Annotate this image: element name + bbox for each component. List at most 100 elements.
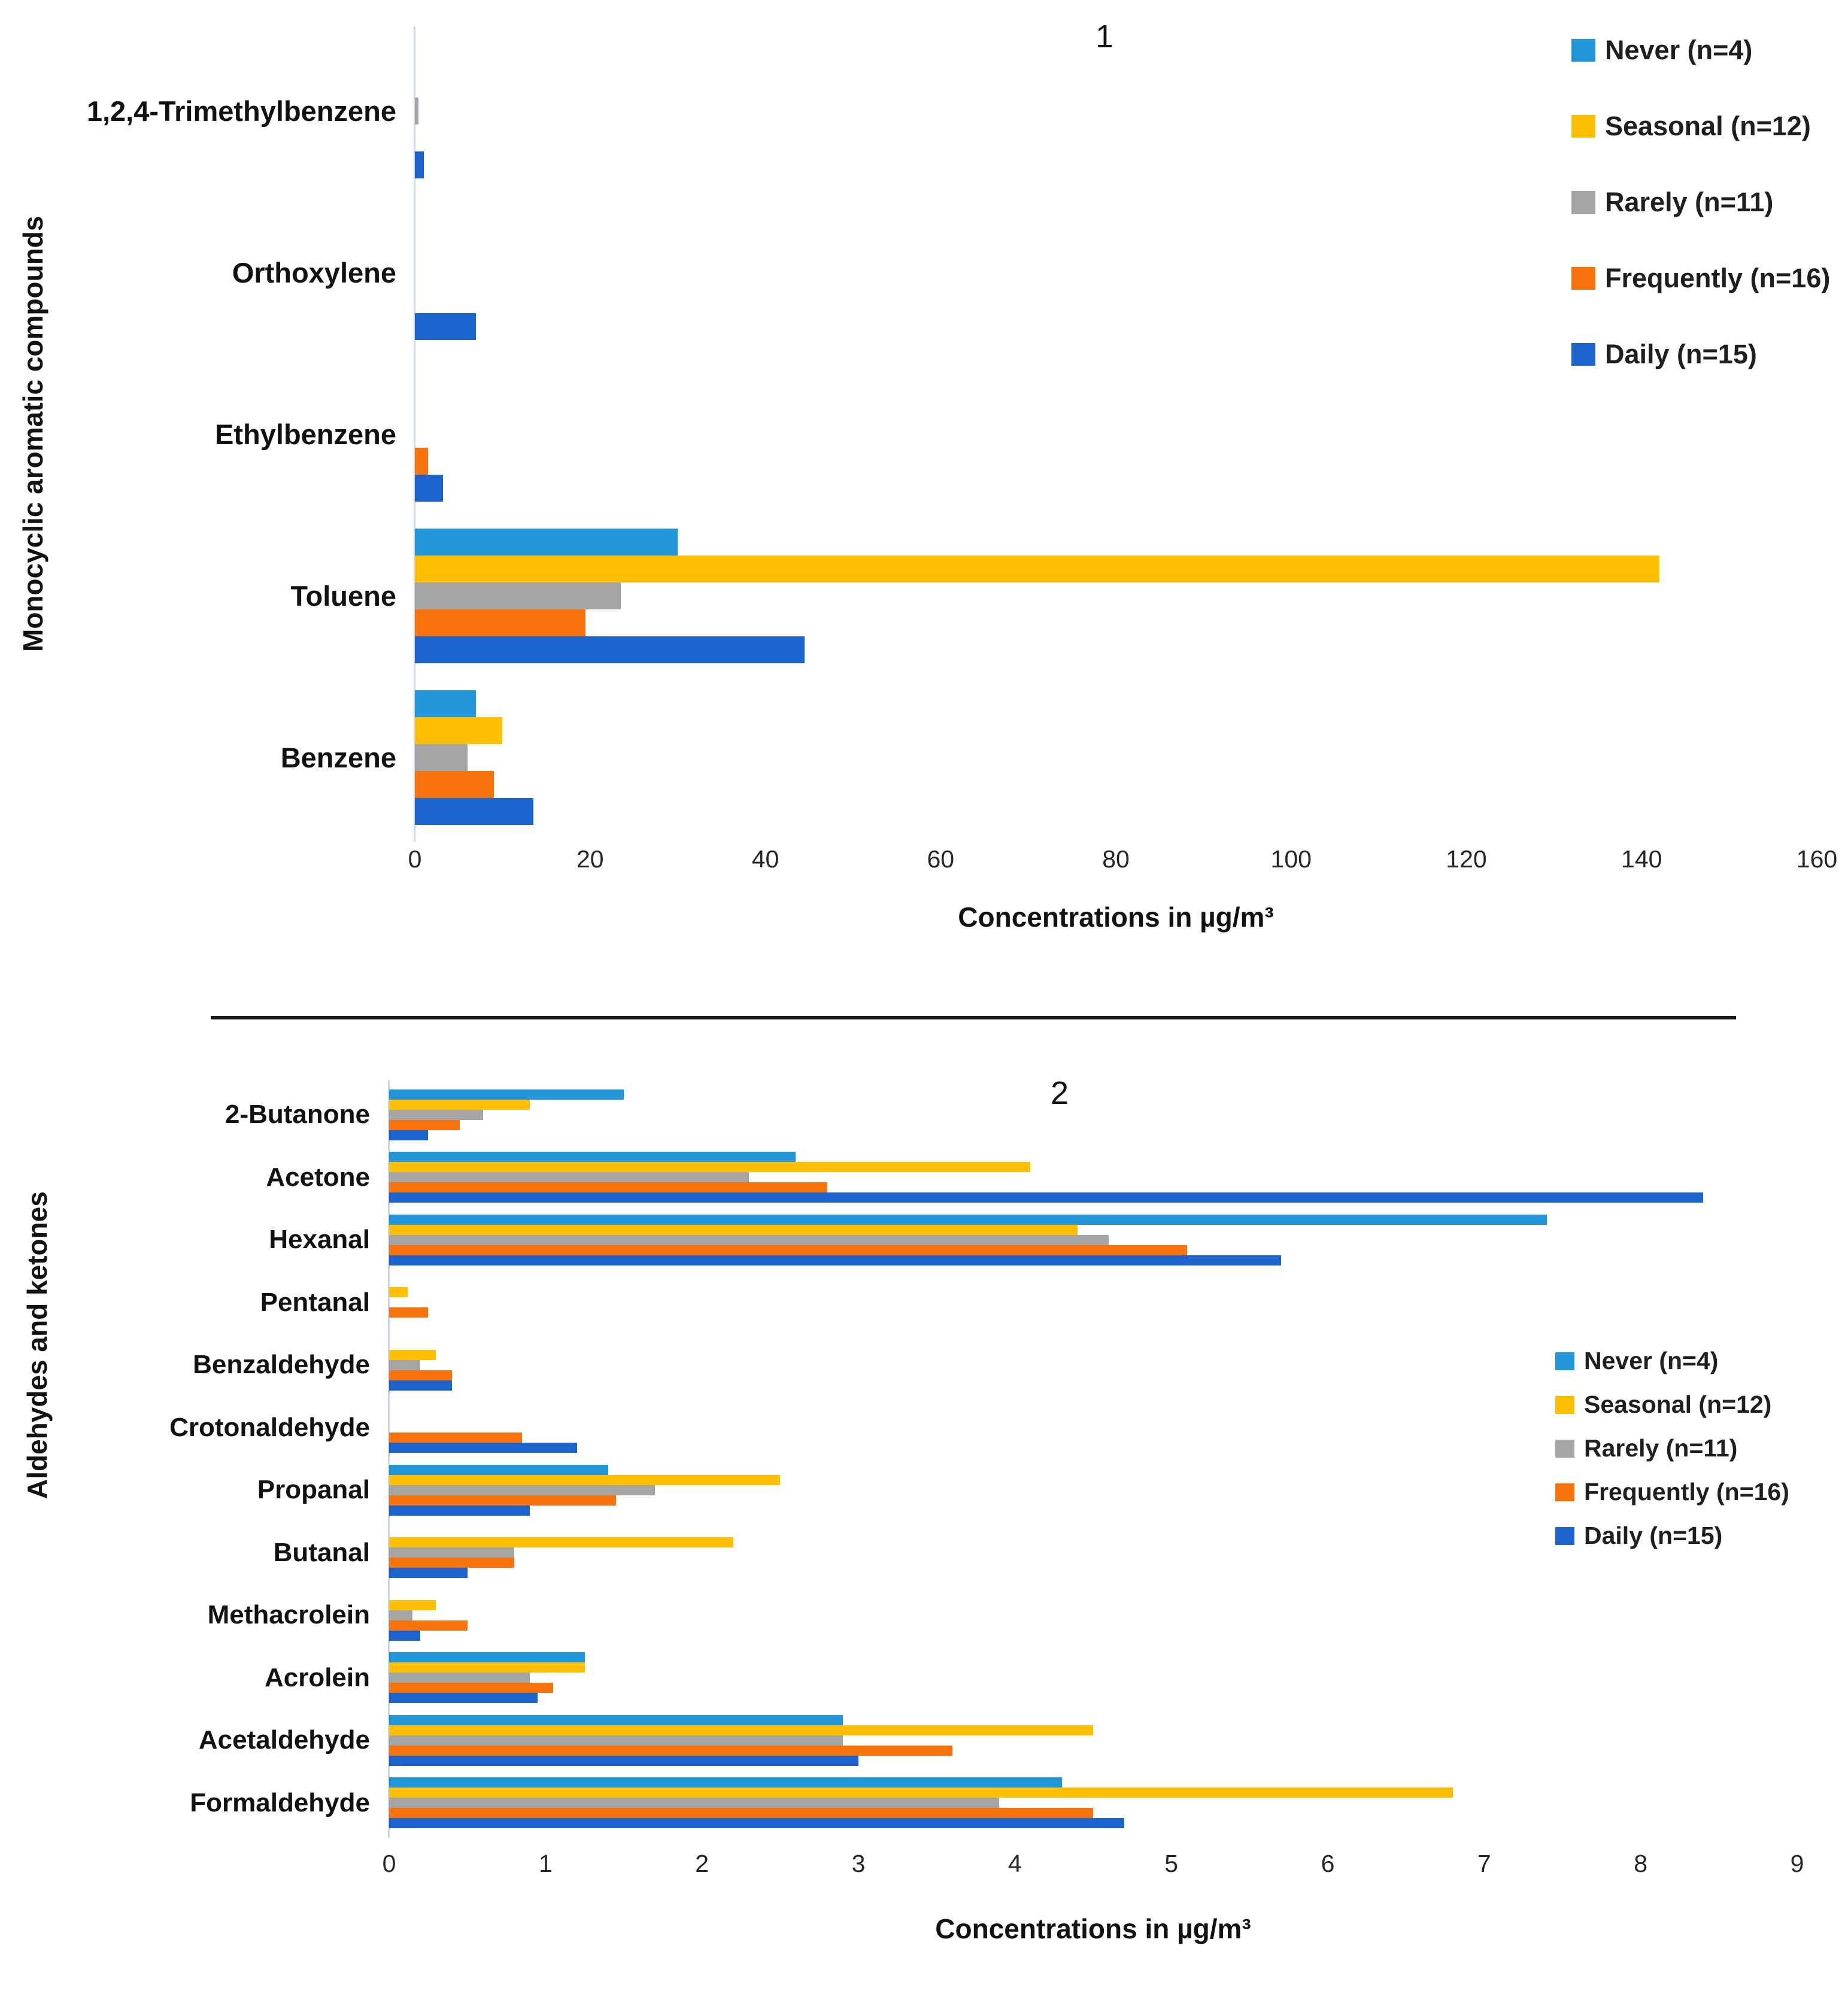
bar-group-Propanal — [389, 1459, 1797, 1522]
category-label-1,2,4-Trimethylbenzene: 1,2,4-Trimethylbenzene — [86, 95, 396, 127]
legend-swatch-Daily (n=15) — [1555, 1526, 1574, 1545]
legend-label-Frequently (n=16): Frequently (n=16) — [1584, 1478, 1789, 1506]
bar-Butanal-Seasonal (n=12) — [389, 1537, 733, 1548]
legend-label-Frequently (n=16): Frequently (n=16) — [1605, 263, 1831, 293]
chart2-x-axis-title: Concentrations in µg/m³ — [935, 1913, 1251, 1944]
legend-item-Seasonal (n=12): Seasonal (n=12) — [1571, 111, 1811, 142]
bar-2-Butanone-Seasonal (n=12) — [389, 1099, 530, 1110]
x-tick-label-2: 2 — [695, 1850, 709, 1877]
category-label-Pentanal: Pentanal — [260, 1287, 370, 1317]
category-label-Acetone: Acetone — [266, 1162, 370, 1192]
bar-Toluene-Rarely (n=11) — [415, 582, 621, 609]
legend-label-Rarely (n=11): Rarely (n=11) — [1605, 187, 1774, 217]
category-label-Propanal: Propanal — [257, 1475, 370, 1505]
bar-Butanal-Frequently (n=16) — [389, 1558, 514, 1568]
bar-Pentanal-Seasonal (n=12) — [389, 1287, 408, 1298]
panel-divider-line — [211, 1016, 1736, 1019]
legend-swatch-Rarely (n=11) — [1555, 1439, 1574, 1458]
bar-Benzene-Never (n=4) — [415, 690, 476, 717]
legend-item-Frequently (n=16): Frequently (n=16) — [1571, 263, 1830, 294]
x-tick-label-40: 40 — [751, 845, 779, 873]
bar-Benzaldehyde-Rarely (n=11) — [389, 1359, 420, 1370]
y-axis-line — [414, 26, 415, 842]
bar-2-Butanone-Rarely (n=11) — [389, 1109, 483, 1120]
bar-Acetaldehyde-Daily (n=15) — [389, 1755, 858, 1766]
x-tick-label-20: 20 — [576, 845, 604, 873]
x-tick-label-6: 6 — [1321, 1850, 1335, 1877]
y-axis-line — [388, 1080, 390, 1838]
category-label-Butanal: Butanal — [273, 1537, 370, 1567]
bar-Hexanal-Rarely (n=11) — [389, 1234, 1109, 1245]
x-tick-label-7: 7 — [1477, 1850, 1491, 1877]
bar-group-Orthoxylene — [415, 192, 1817, 353]
bar-2-Butanone-Never (n=4) — [389, 1089, 624, 1100]
x-tick-label-120: 120 — [1446, 845, 1487, 873]
legend-item-Never (n=4): Never (n=4) — [1571, 35, 1752, 66]
x-tick-label-160: 160 — [1796, 845, 1838, 873]
bar-2-Butanone-Frequently (n=16) — [389, 1119, 460, 1130]
bar-group-Pentanal — [389, 1271, 1797, 1334]
bar-Hexanal-Never (n=4) — [389, 1214, 1547, 1225]
legend-swatch-Never (n=4) — [1555, 1352, 1574, 1370]
x-tick-label-100: 100 — [1270, 845, 1312, 873]
legend-label-Daily (n=15): Daily (n=15) — [1605, 339, 1757, 369]
category-label-Hexanal: Hexanal — [269, 1225, 370, 1255]
bar-Hexanal-Daily (n=15) — [389, 1255, 1281, 1265]
x-tick-label-80: 80 — [1102, 845, 1130, 873]
bar-Benzene-Seasonal (n=12) — [415, 717, 502, 744]
bar-Toluene-Frequently (n=16) — [415, 609, 585, 636]
bar-1,2,4-Trimethylbenzene-Daily (n=15) — [415, 151, 424, 178]
legend-swatch-Seasonal (n=12) — [1555, 1395, 1574, 1414]
bar-Acrolein-Seasonal (n=12) — [389, 1662, 585, 1673]
bar-Acetone-Never (n=4) — [389, 1152, 796, 1163]
bar-Hexanal-Frequently (n=16) — [389, 1245, 1187, 1255]
bar-Acrolein-Never (n=4) — [389, 1652, 585, 1663]
bar-group-Benzaldehyde — [389, 1334, 1797, 1397]
bar-Hexanal-Seasonal (n=12) — [389, 1224, 1078, 1235]
bar-Methacrolein-Seasonal (n=12) — [389, 1600, 436, 1610]
bar-Butanal-Daily (n=15) — [389, 1568, 468, 1579]
bar-Acetone-Daily (n=15) — [389, 1192, 1703, 1203]
legend-label-Seasonal (n=12): Seasonal (n=12) — [1605, 111, 1811, 141]
bar-Benzene-Frequently (n=16) — [415, 770, 494, 798]
bar-Benzene-Daily (n=15) — [415, 797, 533, 825]
bar-group-Formaldehyde — [389, 1772, 1797, 1835]
bar-Propanal-Frequently (n=16) — [389, 1495, 616, 1506]
x-tick-label-4: 4 — [1008, 1850, 1022, 1877]
bar-group-Acetone — [389, 1146, 1797, 1209]
x-tick-label-140: 140 — [1621, 845, 1662, 873]
bar-Toluene-Daily (n=15) — [415, 636, 805, 663]
category-label-Ethylbenzene: Ethylbenzene — [215, 418, 396, 450]
bar-Toluene-Seasonal (n=12) — [415, 555, 1659, 582]
category-label-Crotonaldehyde: Crotonaldehyde — [169, 1412, 370, 1442]
bar-group-Ethylbenzene — [415, 353, 1817, 515]
bar-Benzene-Rarely (n=11) — [415, 743, 468, 771]
bar-group-1,2,4-Trimethylbenzene — [415, 30, 1817, 192]
category-label-Toluene: Toluene — [290, 579, 396, 612]
bar-group-Crotonaldehyde — [389, 1397, 1797, 1459]
legend-item-Rarely (n=11): Rarely (n=11) — [1571, 187, 1773, 218]
x-tick-label-0: 0 — [408, 845, 422, 873]
x-tick-label-0: 0 — [382, 1850, 396, 1877]
bar-Acetaldehyde-Seasonal (n=12) — [389, 1725, 1093, 1735]
x-tick-label-8: 8 — [1634, 1850, 1648, 1877]
category-label-Acetaldehyde: Acetaldehyde — [198, 1725, 370, 1755]
chart1-x-axis-title: Concentrations in µg/m³ — [958, 902, 1274, 933]
bar-Acetaldehyde-Rarely (n=11) — [389, 1735, 843, 1746]
legend-item-Never (n=4): Never (n=4) — [1555, 1347, 1718, 1375]
category-label-Orthoxylene: Orthoxylene — [232, 256, 396, 289]
bar-Acetaldehyde-Never (n=4) — [389, 1714, 843, 1725]
bar-Acrolein-Daily (n=15) — [389, 1693, 538, 1704]
legend-swatch-Frequently (n=16) — [1571, 267, 1595, 290]
bar-1,2,4-Trimethylbenzene-Rarely (n=11) — [415, 97, 418, 125]
legend-item-Frequently (n=16): Frequently (n=16) — [1555, 1478, 1789, 1506]
bar-Crotonaldehyde-Daily (n=15) — [389, 1443, 577, 1453]
legend-swatch-Rarely (n=11) — [1571, 191, 1595, 214]
bar-Propanal-Never (n=4) — [389, 1464, 608, 1475]
bar-Formaldehyde-Daily (n=15) — [389, 1818, 1124, 1829]
bar-group-Acrolein — [389, 1647, 1797, 1710]
bar-Acrolein-Rarely (n=11) — [389, 1673, 530, 1683]
bar-group-2-Butanone — [389, 1084, 1797, 1146]
legend-item-Rarely (n=11): Rarely (n=11) — [1555, 1434, 1737, 1462]
